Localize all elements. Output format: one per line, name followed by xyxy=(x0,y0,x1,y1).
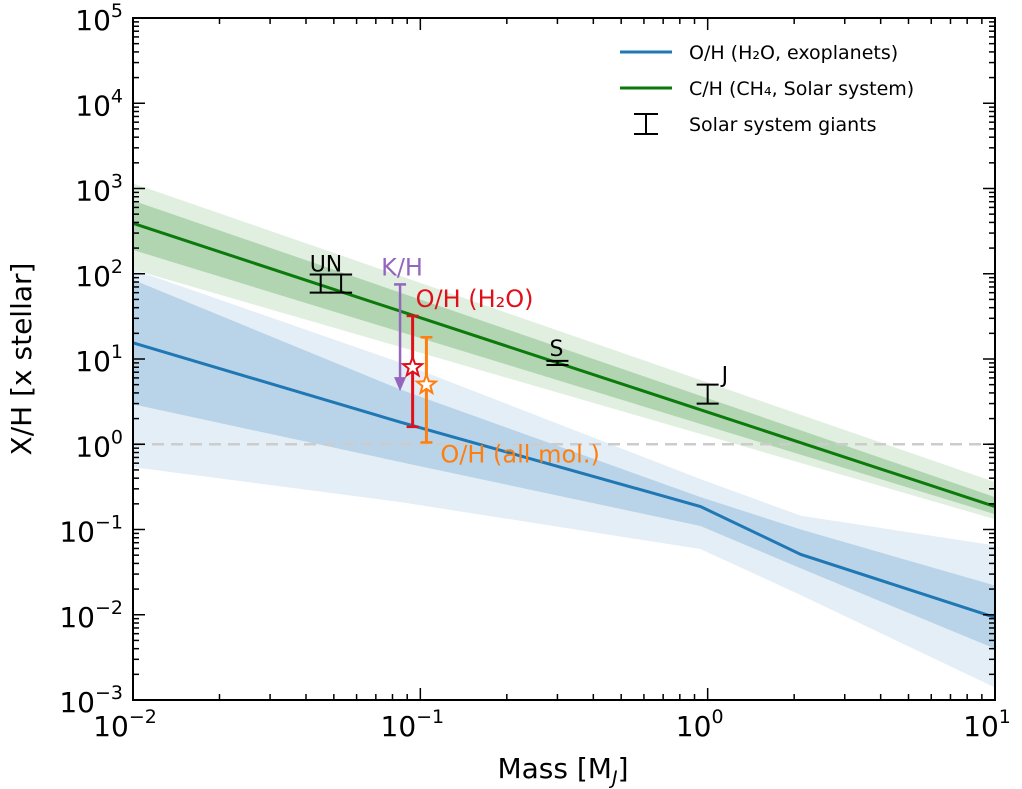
series-line-0 xyxy=(132,341,996,619)
x-tick-base: 10 xyxy=(676,710,712,743)
y-axis-label: X/H [x stellar] xyxy=(5,263,38,456)
x-tick-exp: 1 xyxy=(999,706,1011,728)
y-tick-exp: 5 xyxy=(111,0,123,22)
giant-label: J xyxy=(720,364,729,389)
x-tick-base: 10 xyxy=(381,710,417,743)
y-tick-exp: 0 xyxy=(111,426,123,448)
x-tick-exp: 0 xyxy=(711,706,723,728)
y-tick-label: 104 xyxy=(75,85,123,122)
y-tick-label: 102 xyxy=(75,256,123,293)
inner-band-series-0 xyxy=(133,279,995,649)
y-tick-base: 10 xyxy=(75,345,111,378)
y-tick-exp: 1 xyxy=(111,341,123,363)
x-tick-label: 10−2 xyxy=(93,706,157,743)
y-tick-exp: −2 xyxy=(95,597,123,619)
star-marker xyxy=(400,354,425,378)
y-tick-label: 105 xyxy=(75,0,123,37)
y-tick-base: 10 xyxy=(59,601,95,634)
y-tick-exp: 3 xyxy=(111,171,123,193)
legend-label: Solar system giants xyxy=(689,114,877,136)
x-axis-label: Mass [MJ] xyxy=(497,752,628,789)
y-tick-label: 10−3 xyxy=(59,682,123,719)
measurement-label: K/H xyxy=(381,253,423,281)
x-tick-label: 101 xyxy=(963,706,1011,743)
legend: O/H (H₂O, exoplanets) C/H (CH₄, Solar sys… xyxy=(620,42,914,136)
y-tick-label: 10−1 xyxy=(59,512,123,549)
y-tick-label: 10−2 xyxy=(59,597,123,634)
x-tick-label: 10−1 xyxy=(381,706,445,743)
giant-label: S xyxy=(549,337,563,362)
giant-label-un: UN xyxy=(310,252,343,277)
x-tick-label: 100 xyxy=(676,706,724,743)
star-marker xyxy=(414,371,439,396)
y-tick-base: 10 xyxy=(75,4,111,37)
data-markers: S J UN K/H O/H (H₂O) O/H (all mol.) xyxy=(309,252,729,468)
legend-label: O/H (H₂O, exoplanets) xyxy=(689,42,898,64)
y-tick-base: 10 xyxy=(75,175,111,208)
x-tick-base: 10 xyxy=(963,710,999,743)
outer-band-series-0 xyxy=(133,269,995,688)
y-tick-base: 10 xyxy=(75,260,111,293)
measurement-label: O/H (H₂O) xyxy=(416,285,534,313)
y-tick-base: 10 xyxy=(59,686,95,719)
down-arrow-icon xyxy=(394,377,407,392)
axes: 10−2 10−1 100 10110−310−210−110010110210310… xyxy=(59,0,1011,743)
x-tick-exp: −2 xyxy=(129,706,157,728)
x-tick-exp: −1 xyxy=(416,706,444,728)
y-tick-exp: −1 xyxy=(95,512,123,534)
y-tick-label: 101 xyxy=(75,341,123,378)
confidence-bands xyxy=(133,183,995,688)
y-tick-label: 100 xyxy=(75,426,123,463)
y-tick-exp: −3 xyxy=(95,682,123,704)
legend-label: C/H (CH₄, Solar system) xyxy=(689,78,914,100)
measurement-label: O/H (all mol.) xyxy=(440,440,599,468)
y-tick-base: 10 xyxy=(75,89,111,122)
y-tick-label: 103 xyxy=(75,171,123,208)
x-tick-base: 10 xyxy=(93,710,129,743)
y-tick-exp: 4 xyxy=(111,85,123,107)
y-tick-base: 10 xyxy=(59,516,95,549)
y-tick-base: 10 xyxy=(75,430,111,463)
y-tick-exp: 2 xyxy=(111,256,123,278)
